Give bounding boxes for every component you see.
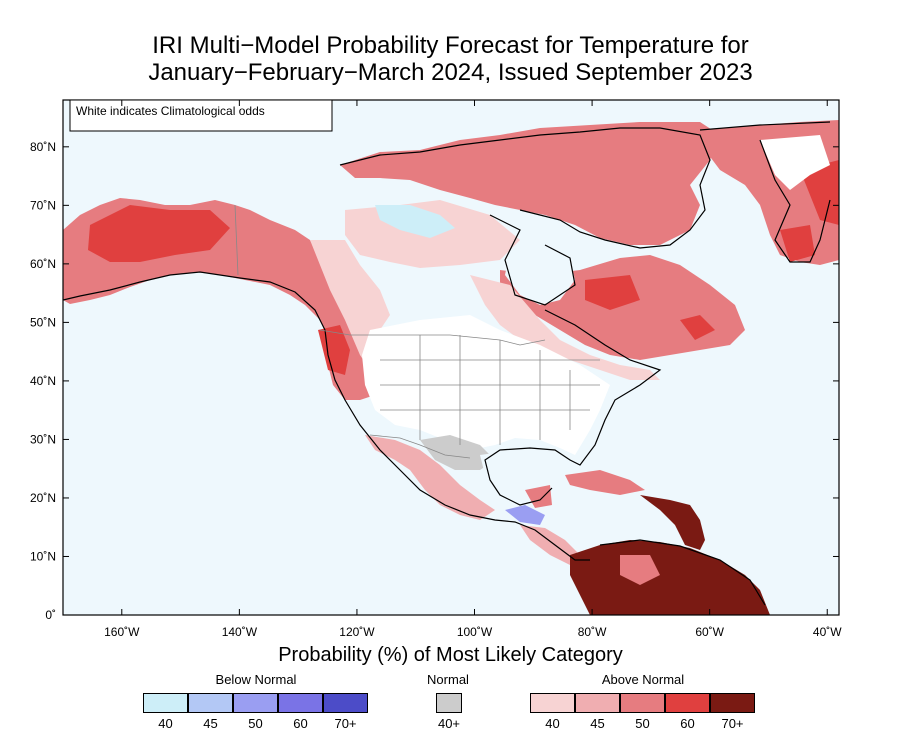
longitude-label: 100˚W <box>457 625 493 639</box>
map-frame <box>62 99 840 616</box>
above-normal-yucatan <box>525 485 552 508</box>
above-normal-swatch <box>530 693 575 713</box>
above-normal-light-northeast-us <box>470 275 660 380</box>
below-normal-swatch-label: 50 <box>248 716 263 731</box>
forecast-map: White indicates Climatological odds 80˚N… <box>30 99 842 639</box>
latitude-label: 10˚N <box>30 549 56 563</box>
map-title-line-1: IRI Multi−Model Probability Forecast for… <box>152 32 749 59</box>
above-normal-swatch-label: 50 <box>635 716 650 731</box>
legend-above-normal-title: Above Normal <box>601 672 685 687</box>
above-normal-dark-greenland <box>780 160 839 262</box>
above-normal-light-venezuela <box>620 555 660 585</box>
greenland-icecap-clim <box>760 135 830 190</box>
below-normal-swatch-label: 45 <box>203 716 218 731</box>
hudson-bay-water <box>505 245 575 305</box>
below-normal-swatch-label: 40 <box>158 716 173 731</box>
latitude-label: 60˚N <box>30 257 56 271</box>
above-normal-swatch <box>620 693 665 713</box>
longitude-label: 120˚W <box>339 625 375 639</box>
above-normal-swatch <box>575 693 620 713</box>
normal-region-mexico <box>420 435 495 470</box>
normal-swatch-label: 40+ <box>437 716 461 731</box>
normal-swatch <box>436 693 462 713</box>
coastlines <box>63 121 831 606</box>
latitude-label: 30˚N <box>30 432 56 446</box>
latitude-label: 70˚N <box>30 198 56 212</box>
latitude-labels: 80˚N 70˚N 60˚N 50˚N 40˚N 30˚N 20˚N 10˚N 0˚ <box>30 140 56 622</box>
above-normal-dark-caribbean-arc <box>640 495 705 550</box>
axis-ticks <box>63 100 839 616</box>
longitude-label: 60˚W <box>695 625 724 639</box>
below-normal-patch-nunavut <box>375 205 455 238</box>
below-normal-swatch <box>143 693 188 713</box>
latitude-label: 0˚ <box>45 608 56 622</box>
note-box <box>69 99 333 132</box>
political-boundaries <box>234 204 600 459</box>
latitude-label: 40˚N <box>30 374 56 388</box>
above-normal-dark-quebec <box>585 275 715 340</box>
above-normal-caribbean <box>565 470 645 495</box>
latitude-label: 20˚N <box>30 491 56 505</box>
above-normal-light-mexico <box>365 435 495 520</box>
below-normal-swatch <box>278 693 323 713</box>
below-normal-central-america <box>505 505 545 525</box>
map-title-line-2: January−February−March 2024, Issued Sept… <box>148 59 753 86</box>
below-normal-swatch <box>233 693 278 713</box>
below-normal-swatch <box>188 693 233 713</box>
colorbar-title: Probability (%) of Most Likely Category <box>278 644 623 666</box>
latitude-label: 80˚N <box>30 140 56 154</box>
above-normal-region-arctic <box>340 122 720 245</box>
above-normal-swatch <box>710 693 755 713</box>
longitude-label: 80˚W <box>578 625 607 639</box>
climatological-note: White indicates Climatological odds <box>76 104 265 118</box>
above-normal-swatch <box>665 693 710 713</box>
above-normal-region-alaska-dark <box>88 205 230 262</box>
below-normal-swatch-label: 60 <box>293 716 308 731</box>
above-normal-central-america-south <box>520 525 580 565</box>
below-normal-swatch <box>323 693 368 713</box>
longitude-label: 140˚W <box>222 625 258 639</box>
legend-below-normal-title: Below Normal <box>215 672 297 687</box>
latitude-label: 50˚N <box>30 315 56 329</box>
longitude-label: 160˚W <box>104 625 140 639</box>
above-normal-swatch-label: 45 <box>590 716 605 731</box>
legend-normal-title: Normal <box>427 672 469 687</box>
above-normal-swatch-label: 70+ <box>721 716 744 731</box>
below-normal-swatch-label: 70+ <box>334 716 357 731</box>
above-normal-swatch-label: 40 <box>545 716 560 731</box>
gulf-of-mexico-water <box>480 448 575 495</box>
longitude-labels: 160˚W 140˚W 120˚W 100˚W 80˚W 60˚W 40˚W <box>104 625 842 639</box>
longitude-label: 40˚W <box>813 625 842 639</box>
above-normal-swatch-label: 60 <box>680 716 695 731</box>
